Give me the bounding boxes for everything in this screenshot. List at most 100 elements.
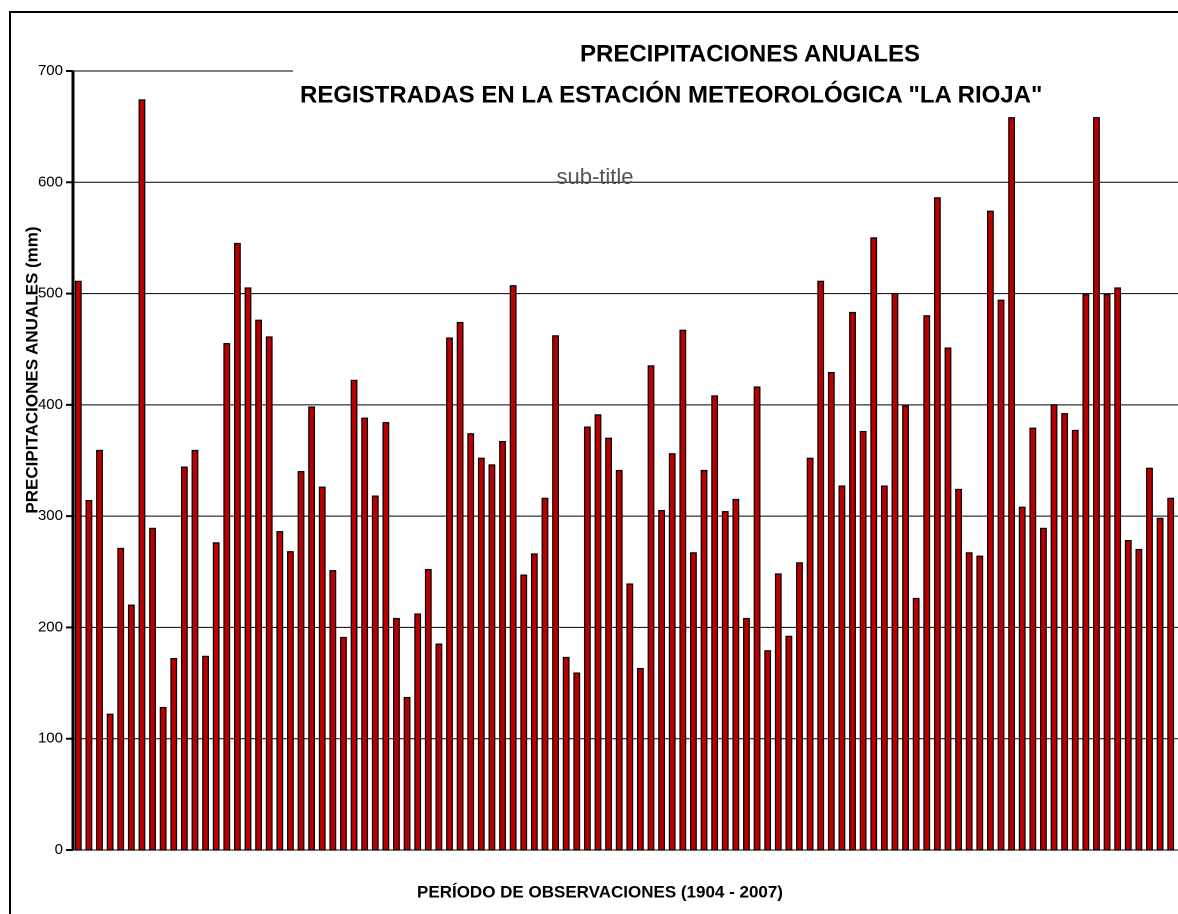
- bar: [530, 553, 538, 851]
- bar: [923, 315, 931, 851]
- bar: [605, 437, 612, 851]
- bar: [74, 280, 82, 851]
- bar: [615, 469, 623, 851]
- y-tick-label: 600: [38, 173, 63, 190]
- bar: [1167, 497, 1175, 851]
- bar: [562, 656, 570, 851]
- bar: [1093, 117, 1100, 851]
- bar: [393, 617, 400, 851]
- bar: [859, 430, 867, 851]
- bar: [721, 511, 729, 851]
- bar: [817, 280, 825, 851]
- bar: [1156, 517, 1164, 851]
- bar: [1050, 404, 1058, 851]
- bar: [1071, 429, 1079, 851]
- bar: [477, 457, 485, 851]
- y-tick-label: 200: [38, 618, 63, 635]
- bar: [1135, 548, 1143, 851]
- bar: [637, 668, 644, 851]
- bar: [690, 552, 697, 851]
- bar: [1029, 427, 1037, 851]
- y-axis-label: PRECIPITACIONES ANUALES (mm): [22, 226, 41, 513]
- bar: [287, 551, 294, 851]
- bar: [541, 497, 549, 851]
- bar: [435, 643, 443, 851]
- bar: [955, 488, 962, 851]
- bar: [106, 713, 114, 851]
- bar: [997, 299, 1005, 851]
- y-tick-label: 700: [38, 62, 63, 79]
- bar: [149, 527, 156, 851]
- bar: [700, 469, 708, 851]
- bar: [424, 568, 432, 851]
- bar: [96, 449, 103, 851]
- bar: [827, 371, 835, 851]
- bar: [403, 696, 411, 851]
- bar: [552, 335, 559, 851]
- bar: [933, 197, 941, 851]
- bar: [1146, 467, 1153, 851]
- bar: [573, 672, 581, 851]
- y-tick-label: 400: [38, 396, 63, 413]
- bar: [329, 570, 337, 851]
- y-tick-label: 300: [38, 507, 63, 524]
- bar: [1082, 294, 1090, 851]
- bar: [127, 604, 135, 851]
- bar: [308, 406, 316, 851]
- bar: [668, 453, 676, 851]
- bar: [785, 635, 793, 851]
- bar: [1018, 506, 1026, 851]
- bar: [986, 210, 994, 851]
- bar: [276, 531, 284, 851]
- bar: [965, 552, 973, 851]
- bar: [467, 433, 475, 851]
- bar: [170, 657, 178, 851]
- bar: [85, 499, 93, 851]
- bar: [976, 555, 984, 851]
- bar: [1114, 287, 1122, 851]
- bar: [870, 237, 878, 851]
- bar: [1124, 540, 1132, 851]
- bar: [340, 636, 347, 851]
- bar: [456, 321, 464, 851]
- bar: [255, 319, 263, 851]
- bar: [583, 426, 591, 851]
- bar: [1103, 294, 1111, 851]
- bar: [350, 379, 358, 851]
- bar: [297, 471, 305, 851]
- bar: [488, 464, 496, 851]
- bar: [753, 386, 761, 851]
- chart-title: PRECIPITACIONES ANUALES: [580, 40, 920, 67]
- bar: [626, 583, 634, 851]
- bar: [499, 440, 506, 851]
- bar: [414, 613, 422, 851]
- bar: [658, 509, 666, 851]
- bar: [509, 285, 517, 851]
- bar: [361, 417, 369, 851]
- bar: [1061, 413, 1069, 851]
- bar: [180, 466, 188, 851]
- bar: [382, 422, 390, 851]
- bar: [891, 292, 899, 851]
- title-background: [293, 40, 1178, 120]
- chart-subtitle: sub-title: [556, 164, 633, 189]
- bar: [806, 457, 814, 851]
- y-tick-label: 500: [38, 285, 63, 302]
- chart-title-line2: REGISTRADAS EN LA ESTACIÓN METEOROLÓGICA…: [300, 80, 1042, 108]
- x-axis-label: PERÍODO DE OBSERVACIONES (1904 - 2007): [417, 882, 783, 901]
- bar: [647, 365, 655, 851]
- bar: [159, 706, 167, 851]
- bar: [318, 486, 326, 851]
- y-tick-label: 100: [38, 730, 63, 747]
- bar: [117, 547, 125, 851]
- bar: [764, 650, 772, 851]
- bar: [265, 336, 273, 851]
- bar: [202, 655, 209, 851]
- bar: [244, 287, 252, 851]
- bar: [138, 99, 146, 851]
- bar: [732, 498, 740, 851]
- bar: [446, 337, 453, 851]
- bar: [233, 242, 241, 851]
- bar: [223, 343, 231, 851]
